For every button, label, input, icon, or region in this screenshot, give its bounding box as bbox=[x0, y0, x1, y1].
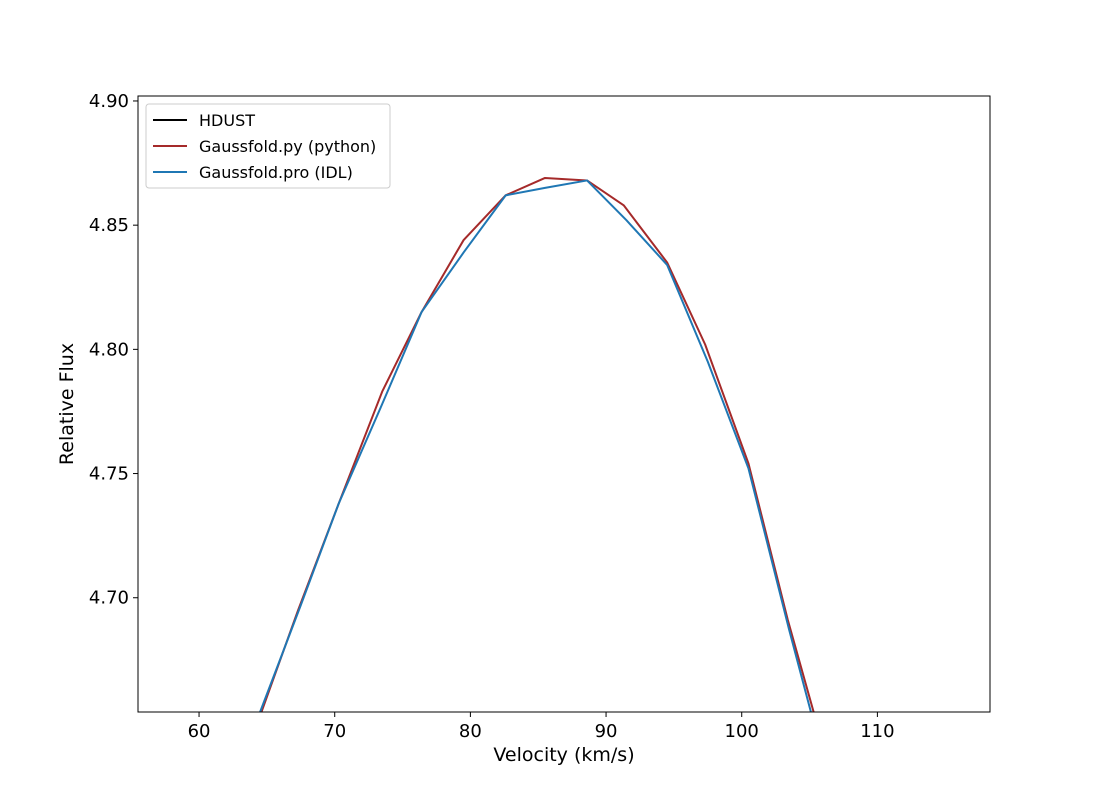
y-tick-label: 4.80 bbox=[89, 339, 129, 360]
legend-label-2: Gaussfold.pro (IDL) bbox=[199, 163, 353, 182]
y-tick-label: 4.85 bbox=[89, 215, 129, 236]
series-layer bbox=[259, 176, 815, 712]
legend-box bbox=[145, 103, 391, 189]
y-tick-label: 4.75 bbox=[89, 464, 129, 485]
legend: HDUST Gaussfold.py (python) Gaussfold.pro … bbox=[145, 103, 391, 189]
legend-label-1: Gaussfold.py (python) bbox=[199, 137, 376, 156]
plot-area bbox=[138, 96, 990, 712]
x-tick-label: 90 bbox=[595, 721, 618, 742]
x-tick-label: 110 bbox=[860, 721, 894, 742]
plot-frame bbox=[137, 95, 991, 713]
x-tick-label: 60 bbox=[188, 721, 211, 742]
x-axis-label: Velocity (km/s) bbox=[493, 744, 634, 766]
x-tick-label: 80 bbox=[459, 721, 482, 742]
x-tick-label: 100 bbox=[725, 721, 759, 742]
series-line-1 bbox=[260, 176, 815, 712]
axes-layer: 60 70 80 90 100 110 4.70 4.75 4.80 4.85 4.90 bbox=[89, 91, 895, 742]
legend-label-0: HDUST bbox=[199, 111, 255, 130]
y-tick-label: 4.90 bbox=[89, 91, 129, 112]
x-tick-label: 70 bbox=[323, 721, 346, 742]
y-axis-label: Relative Flux bbox=[56, 343, 78, 465]
series-line-2 bbox=[259, 179, 812, 712]
y-tick-label: 4.70 bbox=[89, 588, 129, 609]
